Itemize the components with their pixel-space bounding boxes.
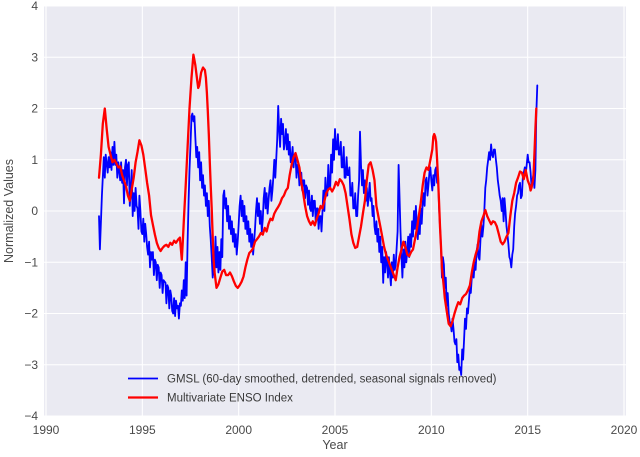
mei-line xyxy=(97,53,538,328)
x-tick-label: 2015 xyxy=(514,423,541,437)
y-tick-label: −1 xyxy=(24,255,38,269)
x-tick-label: 2005 xyxy=(322,423,349,437)
y-tick-label: 2 xyxy=(31,102,38,116)
legend: GMSL (60-day smoothed, detrended, season… xyxy=(128,374,497,405)
x-tick-label: 2010 xyxy=(418,423,445,437)
mei-legend-label: Multivariate ENSO Index xyxy=(167,393,293,405)
y-tick-label: −4 xyxy=(24,409,38,423)
y-tick-label: 1 xyxy=(31,153,38,167)
y-tick-label: 4 xyxy=(31,0,38,13)
y-tick-label: 0 xyxy=(31,204,38,218)
y-tick-label: −3 xyxy=(24,358,38,372)
gmsl-legend-label: GMSL (60-day smoothed, detrended, season… xyxy=(167,374,497,386)
x-tick-label: 2020 xyxy=(611,423,638,437)
y-tick-label: −2 xyxy=(24,307,38,321)
series-lines xyxy=(97,53,539,376)
gmsl-line xyxy=(98,84,539,376)
x-tick-labels: 1990 1995 2000 2005 2010 2015 2020 xyxy=(33,423,638,437)
x-axis-label: Year xyxy=(322,438,347,452)
y-tick-labels: 4 3 2 1 0 −1 −2 −3 −4 xyxy=(24,0,38,423)
x-tick-label: 1990 xyxy=(33,423,60,437)
x-tick-label: 1995 xyxy=(129,423,156,437)
y-axis-label: Normalized Values xyxy=(2,159,16,263)
y-tick-label: 3 xyxy=(31,50,38,64)
x-tick-label: 2000 xyxy=(225,423,252,437)
